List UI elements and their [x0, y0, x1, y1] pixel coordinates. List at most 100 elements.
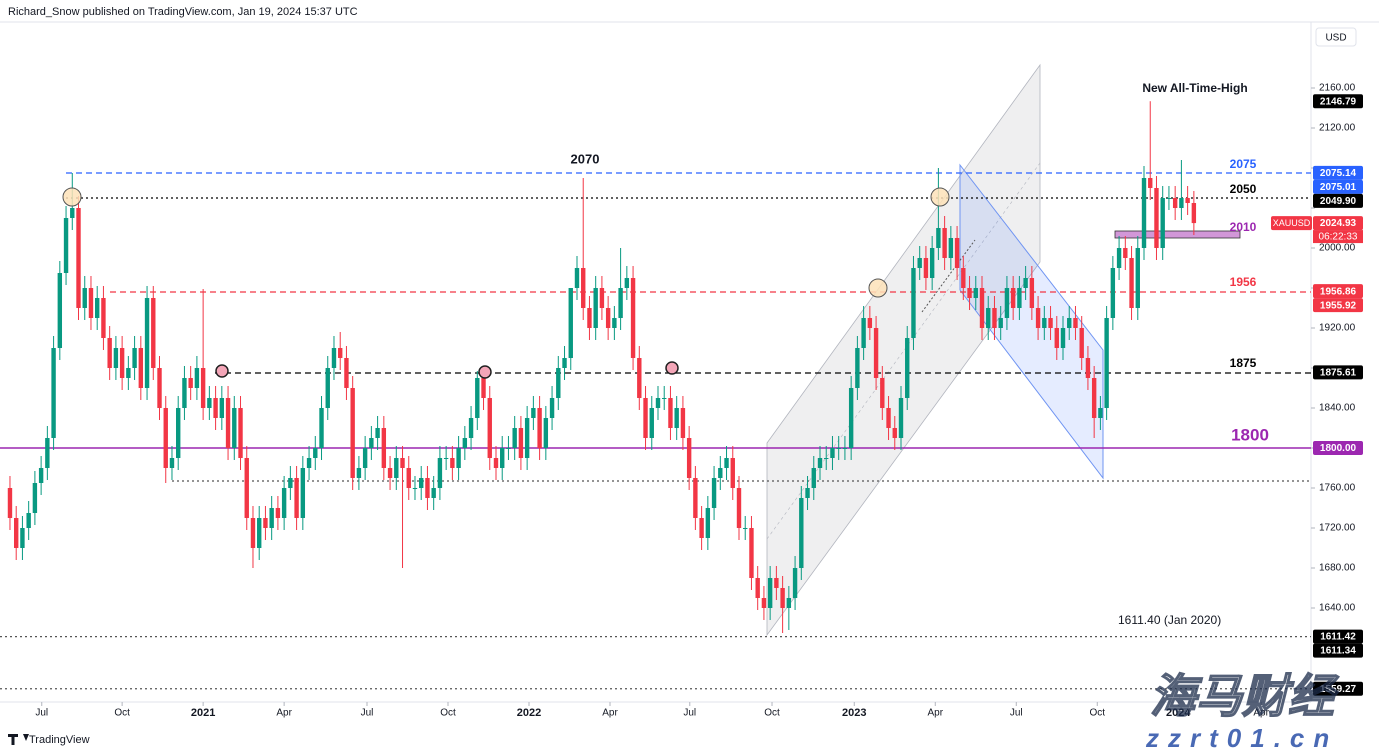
- marker: [62, 187, 82, 207]
- candle-body: [394, 458, 399, 478]
- candle-body: [487, 398, 492, 458]
- marker: [868, 278, 888, 298]
- candle-body: [1017, 288, 1022, 308]
- candle-body: [7, 488, 13, 518]
- candle-body: [82, 288, 87, 308]
- candle-body: [861, 318, 866, 348]
- x-tick-label: Apr: [927, 708, 943, 719]
- candle-body: [26, 513, 31, 528]
- candle-body: [1185, 198, 1190, 203]
- candle-body: [905, 338, 910, 398]
- candle-body: [718, 468, 723, 478]
- candle-body: [855, 348, 860, 388]
- candle-body: [443, 458, 449, 459]
- candle-body: [824, 458, 829, 459]
- x-tick-label: Oct: [440, 708, 456, 719]
- candle-body: [568, 288, 573, 358]
- candle-body: [892, 428, 897, 438]
- y-tick-label: 2120.00: [1319, 123, 1356, 134]
- candle-body: [867, 318, 873, 328]
- candle-body: [151, 298, 156, 368]
- price-tag: [1313, 165, 1363, 180]
- candle-body: [300, 468, 306, 518]
- candle-body: [219, 398, 225, 418]
- candle-body: [898, 398, 904, 438]
- candle-body: [400, 458, 405, 468]
- level-label: 1611.40 (Jan 2020): [1118, 613, 1221, 627]
- candle-body: [693, 478, 698, 518]
- price-tag-label: 2024.93: [1320, 218, 1357, 229]
- candle-body: [169, 458, 175, 468]
- candle-body: [20, 528, 25, 548]
- candle-body: [1091, 378, 1097, 418]
- candle-body: [817, 458, 823, 468]
- candle-body: [1116, 248, 1122, 268]
- candle-body: [163, 408, 168, 468]
- candle-body: [1154, 188, 1159, 248]
- candle-body: [200, 368, 206, 408]
- candle-body: [32, 483, 38, 513]
- candle-body: [431, 488, 436, 498]
- x-tick-label: Jul: [361, 708, 374, 719]
- candle-body: [1004, 288, 1010, 318]
- candle-body: [562, 358, 567, 368]
- candle-body: [668, 398, 673, 428]
- price-tag: [1313, 284, 1363, 299]
- candle-body: [462, 438, 468, 448]
- candle-body: [306, 458, 312, 468]
- candle-body: [381, 428, 387, 468]
- candle-body: [556, 368, 561, 398]
- candle-body: [1141, 178, 1147, 248]
- candle-body: [107, 338, 112, 368]
- candle-body: [711, 478, 717, 508]
- candle-body: [45, 438, 50, 468]
- price-tag-label: 2075.14: [1320, 168, 1357, 179]
- candle-body: [961, 268, 966, 288]
- candle-body: [873, 328, 879, 378]
- level-label: 1956: [1230, 275, 1257, 289]
- candle-body: [923, 258, 929, 278]
- annotation: 2070: [571, 151, 600, 166]
- candle-body: [38, 468, 44, 483]
- price-tag-label: 2049.90: [1320, 196, 1357, 207]
- candle-body: [450, 458, 455, 468]
- candle-body: [531, 408, 536, 418]
- candle-body: [1098, 408, 1103, 418]
- candle-body: [973, 288, 978, 298]
- currency-box[interactable]: [1315, 27, 1357, 47]
- candle-body: [362, 448, 368, 468]
- candle-body: [805, 488, 810, 498]
- countdown-tag: [1313, 230, 1363, 244]
- candle-body: [686, 438, 692, 478]
- price-tag: [1313, 94, 1363, 109]
- y-tick-label: 2000.00: [1319, 243, 1356, 254]
- x-tick-label: Apr: [602, 708, 618, 719]
- trend-line: [921, 239, 976, 313]
- level-label: 1800: [1231, 425, 1269, 444]
- candle-body: [886, 408, 891, 428]
- candle-body: [132, 348, 137, 368]
- level-label: 1875: [1230, 356, 1257, 370]
- candle-body: [780, 588, 785, 608]
- candle-body: [543, 418, 549, 448]
- levels: 2075 2050 1956 1875 1800 1611.40 (Jan 2020) 20…: [0, 157, 1311, 690]
- candle-body: [524, 418, 530, 458]
- candle-body: [387, 468, 393, 478]
- candle-body: [581, 268, 586, 308]
- y-tick-label: 1920.00: [1319, 323, 1356, 334]
- candle-body: [194, 368, 200, 388]
- price-tag: [1313, 441, 1363, 455]
- marker: [215, 364, 229, 378]
- candle-body: [699, 518, 704, 538]
- candle-body: [57, 273, 63, 348]
- price-tag: [1313, 216, 1363, 231]
- countdown-label: 06:22:33: [1319, 232, 1358, 243]
- candle-body: [113, 348, 119, 368]
- candle-body: [1085, 358, 1091, 378]
- x-tick-label: Apr: [276, 708, 292, 719]
- candle-body: [126, 368, 131, 378]
- candle-body: [1079, 328, 1084, 358]
- candle-body: [232, 408, 237, 448]
- candle-body: [680, 408, 686, 438]
- price-tag: [1313, 193, 1363, 208]
